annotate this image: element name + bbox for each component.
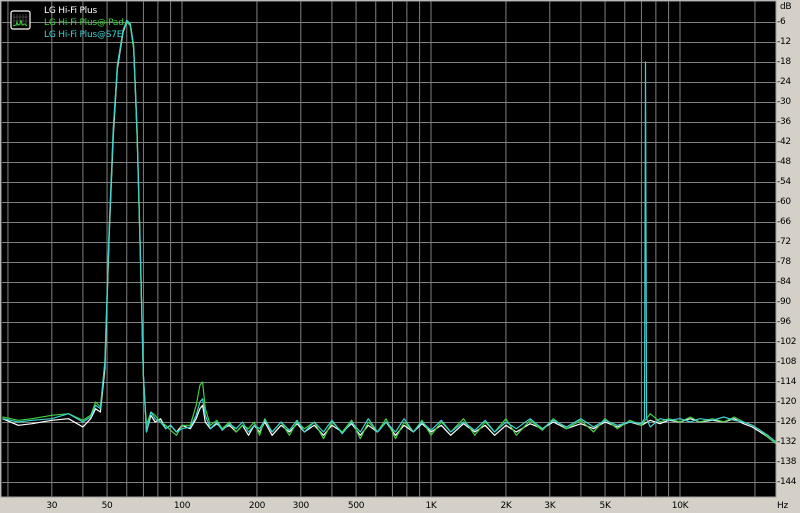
legend-entry: LG Hi-Fi Plus@S7E <box>44 30 123 40</box>
y-tick-label: -24 <box>777 77 791 87</box>
x-tick-label: 3K <box>544 501 556 511</box>
y-tick-label: -36 <box>777 117 791 127</box>
legend-entry: LG Hi-Fi Plus@iPad <box>44 18 124 28</box>
y-tick-label: -48 <box>777 157 791 167</box>
y-tick-label: -96 <box>777 317 791 327</box>
x-tick-label: 300 <box>292 501 310 511</box>
y-tick-label: -120 <box>777 397 797 407</box>
x-tick-label: 30 <box>46 501 58 511</box>
x-tick-label: 2K <box>500 501 512 511</box>
y-tick-label: -132 <box>777 437 797 447</box>
y-tick-label: -54 <box>777 177 791 187</box>
series-line-2 <box>2 19 777 443</box>
y-tick-label: -6 <box>777 17 786 27</box>
y-tick-label: -108 <box>777 357 797 367</box>
y-tick-label: -84 <box>777 277 791 287</box>
x-tick-label: 10K <box>671 501 689 511</box>
y-tick-label: -102 <box>777 337 797 347</box>
y-tick-label: -126 <box>777 417 797 427</box>
y-tick-label: -60 <box>777 197 791 207</box>
y-tick-label: -78 <box>777 257 791 267</box>
y-tick-label: -72 <box>777 237 791 247</box>
y-tick-label: -144 <box>777 477 797 487</box>
x-tick-label: 1K <box>425 501 437 511</box>
y-axis-unit: dB <box>780 2 792 12</box>
grid <box>2 1 776 497</box>
y-tick-label: -114 <box>777 377 797 387</box>
y-tick-label: -90 <box>777 297 791 307</box>
y-tick-label: -18 <box>777 57 791 67</box>
y-tick-label: -12 <box>777 37 791 47</box>
x-tick-label: 500 <box>347 501 365 511</box>
x-tick-label: 100 <box>173 501 191 511</box>
y-tick-label: -30 <box>777 97 791 107</box>
legend-icon <box>10 10 31 30</box>
y-tick-label: -138 <box>777 457 797 467</box>
x-tick-label: 200 <box>248 501 266 511</box>
x-tick-label: 50 <box>101 501 113 511</box>
x-axis-unit: Hz <box>777 501 788 511</box>
y-tick-label: -66 <box>777 217 791 227</box>
legend-entry: LG Hi-Fi Plus <box>44 6 97 16</box>
series-lines <box>2 19 777 445</box>
y-tick-label: -42 <box>777 137 791 147</box>
x-tick-label: 5K <box>599 501 611 511</box>
